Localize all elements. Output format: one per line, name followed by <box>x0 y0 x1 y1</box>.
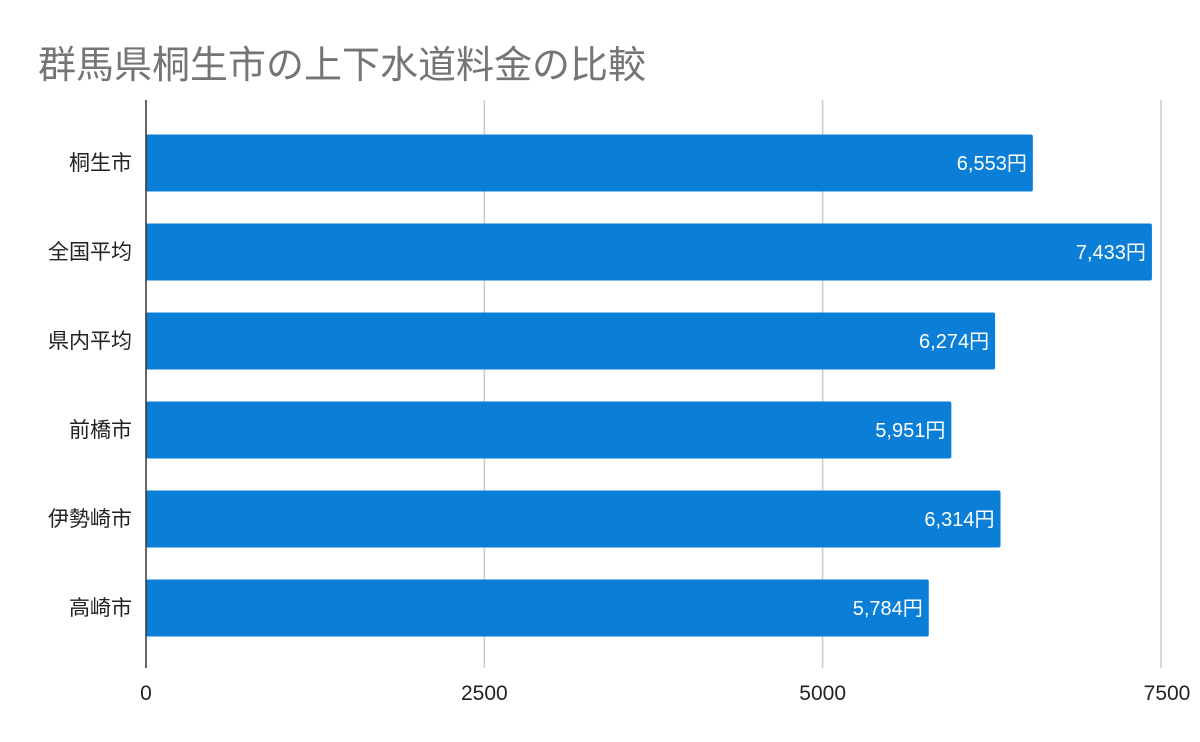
category-label: 県内平均 <box>48 329 132 353</box>
data-label: 7,433円 <box>1076 242 1146 264</box>
grid-layer <box>483 100 1162 668</box>
x-tick-label: 7500 <box>1144 682 1191 705</box>
category-label: 前橋市 <box>69 418 132 442</box>
category-label: 桐生市 <box>69 151 132 175</box>
bar <box>146 223 1152 281</box>
bar <box>146 490 1001 548</box>
data-label: 6,314円 <box>924 509 994 531</box>
category-label: 全国平均 <box>48 240 132 264</box>
data-label: 5,784円 <box>853 598 923 620</box>
x-tick-label: 0 <box>140 682 152 705</box>
x-tick-label: 5000 <box>799 682 846 705</box>
bar <box>146 401 952 459</box>
bar <box>146 579 929 637</box>
chart-title: 群馬県桐生市の上下水道料金の比較 <box>38 43 647 87</box>
category-label: 伊勢崎市 <box>48 507 132 531</box>
labels-layer: 0 2500 5000 7500 6,553円 桐生市 7,433円 全国平均 6,274円 県内… <box>48 151 1190 705</box>
data-label: 5,951円 <box>875 420 945 442</box>
data-label: 6,553円 <box>957 153 1027 175</box>
bar <box>146 134 1033 192</box>
data-label: 6,274円 <box>919 331 989 353</box>
x-tick-label: 2500 <box>461 682 508 705</box>
category-label: 高崎市 <box>69 596 132 620</box>
bar <box>146 312 996 370</box>
bars-layer <box>146 134 1152 637</box>
